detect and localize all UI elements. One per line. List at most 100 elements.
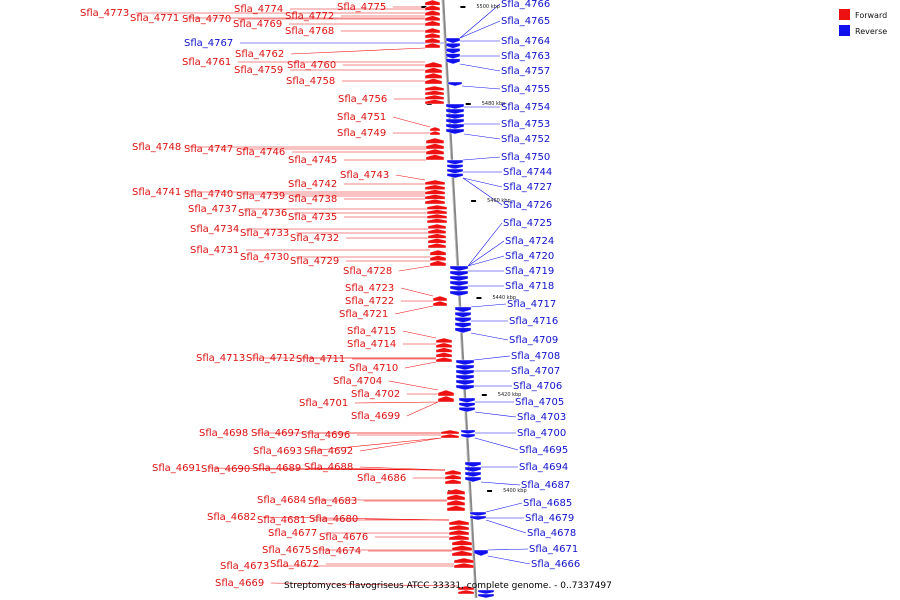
gene-label-forward[interactable]: Sfla_4760: [287, 60, 336, 71]
gene-label-forward[interactable]: Sfla_4731: [190, 245, 239, 256]
gene-label-forward[interactable]: Sfla_4771: [130, 13, 179, 24]
gene-label-forward[interactable]: Sfla_4769: [233, 19, 282, 30]
gene-label-forward[interactable]: Sfla_4730: [240, 252, 289, 263]
gene-label-reverse[interactable]: Sfla_4744: [503, 167, 552, 178]
gene-label-forward[interactable]: Sfla_4738: [288, 194, 337, 205]
gene-label-forward[interactable]: Sfla_4742: [288, 179, 337, 190]
gene-label-reverse[interactable]: Sfla_4685: [523, 498, 572, 509]
gene-label-forward[interactable]: Sfla_4682: [207, 512, 256, 523]
gene-label-forward[interactable]: Sfla_4674: [312, 546, 361, 557]
gene-label-forward[interactable]: Sfla_4736: [238, 208, 287, 219]
gene-label-reverse[interactable]: Sfla_4726: [503, 200, 552, 211]
gene-label-reverse[interactable]: Sfla_4687: [521, 480, 570, 491]
gene-label-forward[interactable]: Sfla_4696: [301, 430, 350, 441]
gene-label-reverse[interactable]: Sfla_4752: [501, 134, 550, 145]
gene-label-forward[interactable]: Sfla_4698: [199, 428, 248, 439]
gene-label-forward[interactable]: Sfla_4774: [234, 4, 283, 15]
gene-label-reverse[interactable]: Sfla_4718: [505, 281, 554, 292]
gene-label-forward[interactable]: Sfla_4690: [201, 464, 250, 475]
gene-label-forward[interactable]: Sfla_4743: [340, 170, 389, 181]
gene-label-forward[interactable]: Sfla_4734: [190, 224, 239, 235]
gene-label-forward[interactable]: Sfla_4735: [288, 212, 337, 223]
gene-label-forward[interactable]: Sfla_4770: [182, 14, 231, 25]
gene-label-forward[interactable]: Sfla_4701: [299, 398, 348, 409]
gene-label-forward[interactable]: Sfla_4733: [240, 228, 289, 239]
gene-label-reverse[interactable]: Sfla_4703: [517, 412, 566, 423]
gene-label-forward[interactable]: Sfla_4673: [220, 561, 269, 572]
gene-label-forward[interactable]: Sfla_4715: [347, 326, 396, 337]
gene-label-forward[interactable]: Sfla_4739: [236, 191, 285, 202]
gene-label-reverse[interactable]: Sfla_4720: [505, 251, 554, 262]
gene-label-reverse[interactable]: Sfla_4671: [529, 544, 578, 555]
gene-label-forward[interactable]: Sfla_4756: [338, 94, 387, 105]
gene-label-forward[interactable]: Sfla_4684: [257, 495, 306, 506]
gene-label-reverse[interactable]: Sfla_4766: [501, 0, 550, 10]
gene-label-forward[interactable]: Sfla_4712: [246, 353, 295, 364]
gene-label-forward[interactable]: Sfla_4747: [184, 144, 233, 155]
gene-label-reverse[interactable]: Sfla_4678: [527, 528, 576, 539]
gene-label-forward[interactable]: Sfla_4697: [251, 428, 300, 439]
gene-label-forward[interactable]: Sfla_4773: [80, 8, 129, 19]
gene-label-forward[interactable]: Sfla_4683: [308, 496, 357, 507]
gene-label-reverse[interactable]: Sfla_4765: [501, 16, 550, 27]
gene-label-reverse[interactable]: Sfla_4719: [505, 266, 554, 277]
gene-label-forward[interactable]: Sfla_4669: [215, 578, 264, 589]
gene-label-reverse[interactable]: Sfla_4727: [503, 182, 552, 193]
gene-label-reverse[interactable]: Sfla_4694: [519, 462, 568, 473]
gene-label-forward[interactable]: Sfla_4737: [188, 204, 237, 215]
gene-label-forward[interactable]: Sfla_4702: [351, 389, 400, 400]
gene-label-forward[interactable]: Sfla_4699: [351, 411, 400, 422]
gene-label-forward[interactable]: Sfla_4722: [345, 296, 394, 307]
gene-label-forward[interactable]: Sfla_4746: [236, 147, 285, 158]
gene-label-reverse[interactable]: Sfla_4755: [501, 84, 550, 95]
gene-label-forward[interactable]: Sfla_4680: [309, 514, 358, 525]
gene-label-forward[interactable]: Sfla_4758: [286, 76, 335, 87]
gene-label-reverse[interactable]: Sfla_4767: [184, 38, 233, 49]
gene-label-reverse[interactable]: Sfla_4706: [513, 381, 562, 392]
gene-label-reverse[interactable]: Sfla_4750: [501, 152, 550, 163]
gene-label-forward[interactable]: Sfla_4681: [257, 515, 306, 526]
gene-label-reverse[interactable]: Sfla_4754: [501, 102, 550, 113]
gene-label-forward[interactable]: Sfla_4762: [235, 49, 284, 60]
gene-label-forward[interactable]: Sfla_4759: [234, 65, 283, 76]
gene-label-forward[interactable]: Sfla_4723: [345, 283, 394, 294]
gene-label-forward[interactable]: Sfla_4675: [262, 545, 311, 556]
gene-label-forward[interactable]: Sfla_4729: [290, 256, 339, 267]
gene-label-forward[interactable]: Sfla_4710: [349, 363, 398, 374]
gene-label-reverse[interactable]: Sfla_4707: [511, 366, 560, 377]
gene-label-reverse[interactable]: Sfla_4666: [531, 559, 580, 570]
gene-label-reverse[interactable]: Sfla_4717: [507, 299, 556, 310]
gene-label-forward[interactable]: Sfla_4732: [290, 233, 339, 244]
gene-label-forward[interactable]: Sfla_4691: [152, 463, 201, 474]
gene-label-reverse[interactable]: Sfla_4725: [503, 218, 552, 229]
gene-label-reverse[interactable]: Sfla_4716: [509, 316, 558, 327]
gene-label-forward[interactable]: Sfla_4676: [319, 532, 368, 543]
gene-label-reverse[interactable]: Sfla_4757: [501, 66, 550, 77]
gene-label-forward[interactable]: Sfla_4692: [304, 446, 353, 457]
gene-label-reverse[interactable]: Sfla_4695: [519, 445, 568, 456]
gene-label-reverse[interactable]: Sfla_4709: [509, 335, 558, 346]
gene-label-forward[interactable]: Sfla_4768: [285, 26, 334, 37]
gene-label-forward[interactable]: Sfla_4740: [184, 189, 233, 200]
gene-label-forward[interactable]: Sfla_4741: [132, 187, 181, 198]
gene-label-forward[interactable]: Sfla_4721: [339, 309, 388, 320]
gene-label-forward[interactable]: Sfla_4672: [270, 559, 319, 570]
gene-label-forward[interactable]: Sfla_4711: [296, 354, 345, 365]
gene-label-forward[interactable]: Sfla_4686: [357, 473, 406, 484]
gene-label-reverse[interactable]: Sfla_4753: [501, 119, 550, 130]
gene-label-forward[interactable]: Sfla_4713: [196, 353, 245, 364]
gene-label-forward[interactable]: Sfla_4677: [268, 528, 317, 539]
gene-label-reverse[interactable]: Sfla_4763: [501, 51, 550, 62]
gene-label-forward[interactable]: Sfla_4745: [288, 155, 337, 166]
gene-label-forward[interactable]: Sfla_4693: [253, 446, 302, 457]
gene-label-forward[interactable]: Sfla_4751: [337, 112, 386, 123]
gene-label-forward[interactable]: Sfla_4748: [132, 142, 181, 153]
gene-label-reverse[interactable]: Sfla_4700: [517, 428, 566, 439]
gene-label-forward[interactable]: Sfla_4728: [343, 266, 392, 277]
gene-label-reverse[interactable]: Sfla_4679: [525, 513, 574, 524]
gene-label-forward[interactable]: Sfla_4772: [285, 11, 334, 22]
gene-label-reverse[interactable]: Sfla_4764: [501, 36, 550, 47]
gene-label-reverse[interactable]: Sfla_4708: [511, 351, 560, 362]
gene-label-forward[interactable]: Sfla_4704: [333, 376, 382, 387]
gene-label-forward[interactable]: Sfla_4688: [304, 462, 353, 473]
